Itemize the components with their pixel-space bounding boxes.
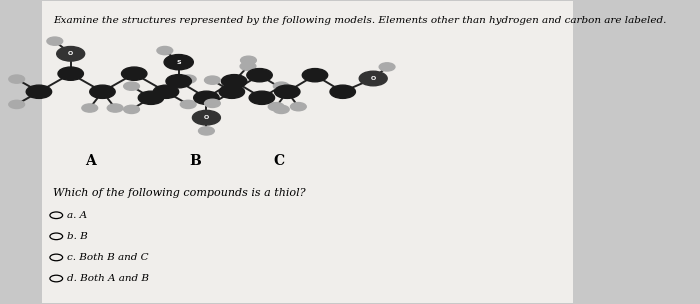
Circle shape — [107, 104, 123, 112]
Circle shape — [26, 85, 52, 98]
Circle shape — [199, 127, 214, 135]
Circle shape — [58, 67, 83, 80]
Circle shape — [193, 110, 220, 125]
Text: Which of the following compounds is a thiol?: Which of the following compounds is a th… — [53, 188, 306, 198]
Circle shape — [221, 74, 247, 88]
Text: O: O — [204, 115, 209, 120]
Circle shape — [122, 67, 147, 80]
Circle shape — [47, 37, 63, 45]
Text: S: S — [176, 60, 181, 65]
Circle shape — [302, 69, 328, 82]
Circle shape — [9, 100, 25, 109]
Circle shape — [181, 100, 196, 109]
Text: B: B — [189, 154, 201, 168]
Circle shape — [194, 91, 219, 104]
Circle shape — [274, 105, 289, 113]
Circle shape — [139, 91, 164, 104]
Circle shape — [274, 82, 289, 90]
Circle shape — [274, 85, 300, 98]
Circle shape — [247, 69, 272, 82]
Circle shape — [90, 85, 116, 98]
Circle shape — [204, 99, 220, 107]
Circle shape — [379, 63, 395, 71]
Circle shape — [164, 54, 193, 70]
FancyBboxPatch shape — [42, 2, 573, 302]
Text: O: O — [370, 76, 376, 81]
Text: d. Both A and B: d. Both A and B — [66, 274, 148, 283]
Circle shape — [268, 102, 284, 111]
Text: A: A — [85, 154, 97, 168]
Text: a. A: a. A — [66, 211, 87, 220]
Circle shape — [241, 56, 256, 64]
Circle shape — [219, 85, 244, 98]
Circle shape — [157, 47, 173, 55]
Text: Examine the structures represented by the following models. Elements other than : Examine the structures represented by th… — [53, 16, 666, 26]
Text: O: O — [68, 51, 74, 56]
Circle shape — [330, 85, 356, 98]
Circle shape — [249, 91, 274, 104]
Circle shape — [166, 74, 191, 88]
Circle shape — [9, 75, 25, 83]
Text: C: C — [273, 154, 284, 168]
Text: b. B: b. B — [66, 232, 88, 241]
Circle shape — [124, 82, 139, 90]
Circle shape — [153, 85, 178, 98]
Text: c. Both B and C: c. Both B and C — [66, 253, 148, 262]
Circle shape — [290, 102, 306, 111]
Circle shape — [124, 105, 139, 113]
Circle shape — [181, 75, 196, 83]
Circle shape — [240, 62, 256, 71]
Circle shape — [359, 71, 387, 86]
Circle shape — [57, 47, 85, 61]
Circle shape — [204, 76, 220, 84]
Circle shape — [82, 104, 97, 112]
